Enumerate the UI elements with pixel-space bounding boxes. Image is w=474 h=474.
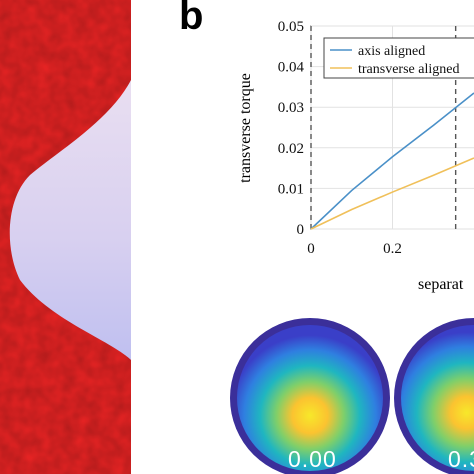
series-line-2 [310,157,474,230]
series-line-1 [310,92,474,230]
y-tick-label: 0.05 [278,19,304,35]
surface-render-panel [0,0,131,474]
x-tick-label: 0 [307,241,315,257]
y-tick-label: 0.01 [278,181,304,197]
legend-label-2: transverse aligned [358,62,459,77]
y-tick-label: 0 [297,222,305,238]
y-tick-label: 0.04 [278,60,305,76]
y-tick-label: 0.03 [278,100,304,116]
y-axis-label: transverse torque [237,73,254,183]
legend-label-1: axis aligned [358,44,425,59]
disk-value-label-1: 0.00 [288,446,337,472]
legend-box [323,37,474,79]
x-axis-label: separat [418,276,464,293]
y-tick-label: 0.02 [278,141,304,157]
panel-letter: b [179,0,204,38]
x-tick-label: 0.2 [383,241,402,257]
disk-value-label-2: 0.3 [448,446,474,472]
